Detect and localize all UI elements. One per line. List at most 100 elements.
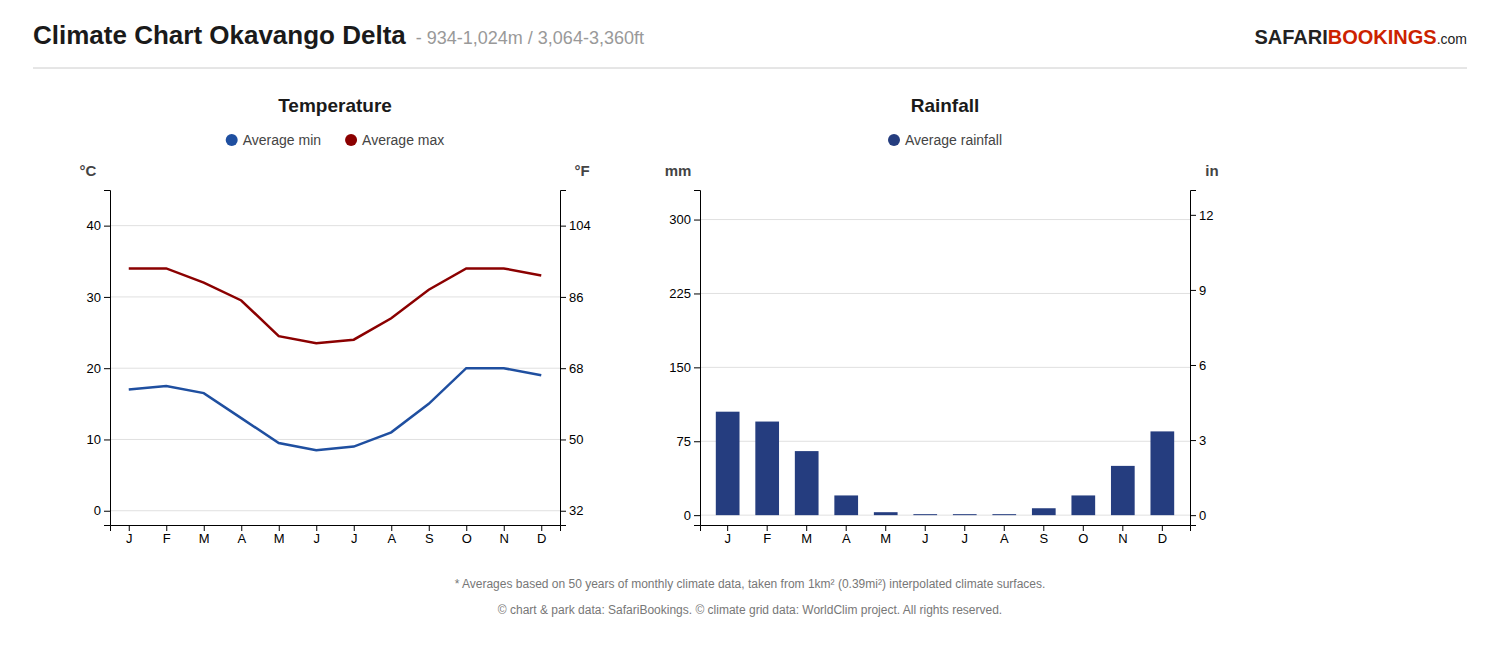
y2-axis: 0 3 6 9 12 bbox=[1190, 191, 1213, 526]
tick-mark bbox=[1190, 365, 1196, 366]
grid-line bbox=[110, 296, 560, 297]
tick-mark bbox=[1004, 525, 1005, 531]
axis-label: mm bbox=[665, 162, 692, 179]
tick-label: 225 bbox=[669, 286, 691, 301]
logo: SAFARIBOOKINGS.com bbox=[1254, 26, 1467, 48]
tick-label: A bbox=[842, 531, 851, 546]
y-axis: 075150225300 bbox=[669, 191, 700, 526]
tick-mark bbox=[429, 525, 430, 531]
y2-tick: 9 bbox=[1190, 283, 1206, 298]
tick-mark bbox=[1190, 515, 1196, 516]
y-tick: 40 bbox=[87, 218, 110, 233]
tick-mark bbox=[166, 525, 167, 531]
y-tick: 0 bbox=[94, 503, 110, 518]
tick-mark bbox=[104, 368, 110, 369]
tick-label: M bbox=[880, 531, 891, 546]
y-tick: 300 bbox=[669, 212, 700, 227]
legend-symbol bbox=[888, 134, 900, 146]
annotation: .com bbox=[1437, 31, 1467, 47]
tick-label: 12 bbox=[1199, 207, 1213, 222]
tick-label: J bbox=[724, 531, 731, 546]
x-tick: F bbox=[163, 525, 171, 546]
marks bbox=[716, 412, 1174, 515]
grid-line bbox=[110, 510, 560, 511]
tick-mark bbox=[694, 367, 700, 368]
bar bbox=[874, 512, 898, 515]
tick-label: A bbox=[1000, 531, 1009, 546]
bar bbox=[913, 514, 937, 516]
x-tick: M bbox=[199, 525, 210, 546]
tick-label: 20 bbox=[87, 361, 101, 376]
y-tick: 20 bbox=[87, 361, 110, 376]
y2-tick: 86 bbox=[560, 290, 583, 305]
tick-mark bbox=[694, 220, 700, 221]
tick-mark bbox=[104, 511, 110, 512]
tick-label: 9 bbox=[1199, 283, 1206, 298]
x-tick: A bbox=[237, 525, 246, 546]
tick-mark bbox=[104, 297, 110, 298]
axis-label: in bbox=[1205, 162, 1218, 179]
x-tick: S bbox=[425, 525, 434, 546]
y2-tick: 104 bbox=[560, 218, 591, 233]
x-tick: N bbox=[1118, 525, 1127, 546]
axis-line bbox=[694, 191, 701, 526]
tick-mark bbox=[694, 515, 700, 516]
tick-label: 300 bbox=[669, 212, 691, 227]
tick-mark bbox=[694, 293, 700, 294]
tick-mark bbox=[1122, 525, 1123, 531]
grid-line bbox=[110, 225, 560, 226]
y2-tick: 32 bbox=[560, 503, 583, 518]
grid-line bbox=[700, 367, 1190, 368]
tick-mark bbox=[279, 525, 280, 531]
tick-label: 75 bbox=[677, 434, 691, 449]
tick-label: S bbox=[1039, 531, 1048, 546]
tick-label: 6 bbox=[1199, 358, 1206, 373]
tick-label: 32 bbox=[569, 503, 583, 518]
header: Climate Chart Okavango Delta- 934-1,024m… bbox=[33, 20, 644, 50]
tick-label: 50 bbox=[569, 432, 583, 447]
x-tick: A bbox=[842, 525, 851, 546]
annotation: SAFARI bbox=[1254, 26, 1327, 48]
tick-label: S bbox=[425, 531, 434, 546]
x-tick: O bbox=[1078, 525, 1088, 546]
tick-label: J bbox=[351, 531, 358, 546]
axis-line bbox=[111, 526, 561, 532]
tick-mark bbox=[1190, 290, 1196, 291]
tick-label: 30 bbox=[87, 290, 101, 305]
bar bbox=[716, 412, 740, 515]
tick-label: 150 bbox=[669, 360, 691, 375]
x-tick: D bbox=[1158, 525, 1167, 546]
x-tick: J bbox=[962, 525, 969, 546]
tick-mark bbox=[1190, 440, 1196, 441]
x-tick: J bbox=[314, 525, 321, 546]
x-tick: J bbox=[126, 525, 133, 546]
legend-symbol bbox=[345, 134, 357, 146]
y2-tick: 68 bbox=[560, 361, 583, 376]
bar bbox=[795, 451, 819, 515]
tick-mark bbox=[541, 525, 542, 531]
x-tick: M bbox=[880, 525, 891, 546]
y2-tick: 0 bbox=[1190, 508, 1206, 523]
tick-mark bbox=[104, 439, 110, 440]
legend-label: Average max bbox=[362, 132, 444, 148]
tick-label: M bbox=[274, 531, 285, 546]
grid-line bbox=[700, 293, 1190, 294]
tick-mark bbox=[846, 525, 847, 531]
tick-mark bbox=[1043, 525, 1044, 531]
marks bbox=[129, 268, 542, 450]
tick-mark bbox=[1190, 215, 1196, 216]
tick-mark bbox=[767, 525, 768, 531]
bar bbox=[1032, 508, 1056, 515]
legend-item: Average max bbox=[345, 132, 444, 148]
bar bbox=[1111, 466, 1135, 515]
y2-tick: 3 bbox=[1190, 433, 1206, 448]
axis-label: °C bbox=[80, 162, 97, 179]
y2-tick: 50 bbox=[560, 432, 583, 447]
line bbox=[129, 268, 542, 343]
y2-tick: 12 bbox=[1190, 207, 1213, 222]
x-tick: J bbox=[724, 525, 731, 546]
y-tick: 225 bbox=[669, 286, 700, 301]
divider bbox=[33, 68, 1467, 69]
x-tick: J bbox=[922, 525, 929, 546]
tick-label: J bbox=[314, 531, 321, 546]
